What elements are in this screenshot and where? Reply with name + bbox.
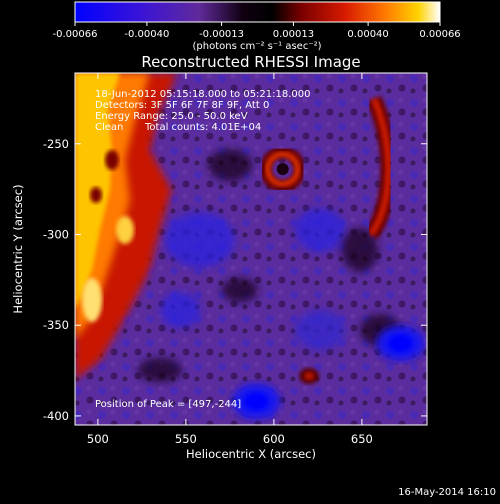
colorbar-tick-label: 0.00013 — [273, 29, 314, 40]
chart-title: Reconstructed RHESSI Image — [141, 53, 360, 71]
y-tick-label: -350 — [43, 318, 69, 332]
y-tick-label: -250 — [43, 137, 69, 151]
negative-region — [232, 383, 281, 420]
y-axis-label: Heliocentric Y (arcsec) — [11, 184, 25, 313]
colorbar-ticks: -0.00066 -0.00040 -0.00013 0.00013 0.00040 0.… — [53, 22, 461, 40]
ring-source — [259, 146, 306, 193]
annotation-counts: Total counts: 4.01E+04 — [144, 122, 261, 133]
y-tick-label: -300 — [43, 227, 69, 241]
negative-region — [376, 325, 425, 362]
bright-ribbon-source — [75, 73, 178, 380]
annotation-detectors: Detectors: 3F 5F 6F 7F 8F 9F, Att 0 — [95, 100, 269, 111]
x-axis-label: Heliocentric X (arcsec) — [186, 447, 316, 461]
y-tick-label: -400 — [43, 409, 69, 423]
x-tick-label: 600 — [263, 432, 285, 446]
x-tick-label: 550 — [175, 432, 197, 446]
colorbar-gradient — [74, 1, 441, 23]
plot-frame — [74, 72, 428, 426]
colorbar-unit-label: (photons cm⁻² s⁻¹ asec⁻²) — [192, 41, 321, 52]
colorbar: -0.00066 -0.00040 -0.00013 0.00013 0.00040 0.… — [53, 1, 461, 52]
x-tick-label: 500 — [87, 432, 109, 446]
colorbar-tick-label: -0.00040 — [124, 29, 169, 40]
image-plot-area — [75, 73, 427, 425]
annotation-energy: Energy Range: 25.0 - 50.0 keV — [95, 111, 248, 122]
colorbar-tick-label: 0.00066 — [419, 29, 460, 40]
x-tick-label: 650 — [351, 432, 373, 446]
y-axis-ticks: -250 -300 -350 -400 — [43, 137, 427, 423]
footer-timestamp: 16-May-2014 16:10 — [398, 487, 496, 498]
arc-source — [364, 95, 397, 240]
emission-features — [75, 73, 425, 420]
annotation-peak-position: Position of Peak = [497,-244] — [95, 399, 241, 410]
annotation-time-range: 18-Jun-2012 05:15:18.000 to 05:21:18.000 — [95, 89, 311, 100]
annotation-block: 18-Jun-2012 05:15:18.000 to 05:21:18.000… — [95, 89, 311, 410]
annotation-method: Clean — [95, 122, 123, 133]
colorbar-tick-label: 0.00040 — [347, 29, 388, 40]
colorbar-tick-label: -0.00066 — [53, 29, 98, 40]
compact-source — [299, 368, 320, 385]
x-axis-ticks: 500 550 600 650 — [87, 73, 373, 446]
colorbar-tick-label: -0.00013 — [199, 29, 244, 40]
